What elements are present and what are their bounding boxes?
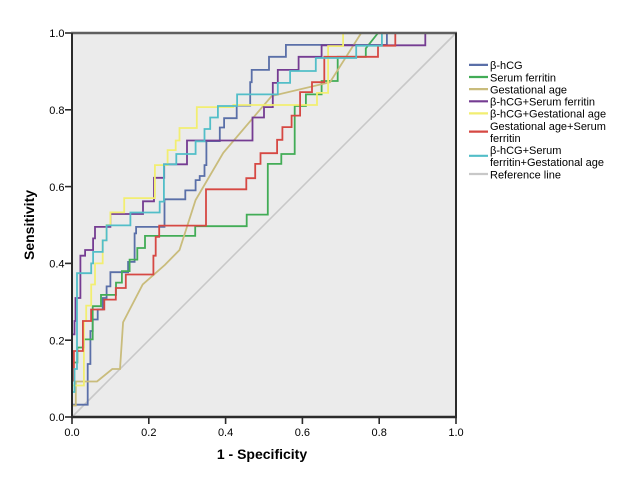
svg-text:0.4: 0.4 [49,259,64,271]
svg-text:0.4: 0.4 [218,427,233,439]
svg-text:β-hCG+Gestational age: β-hCG+Gestational age [490,109,606,121]
svg-text:0.0: 0.0 [64,427,79,439]
svg-text:0.2: 0.2 [49,335,64,347]
svg-text:1.0: 1.0 [448,427,463,439]
svg-text:0.0: 0.0 [49,412,64,424]
svg-text:Gestational age+Serum: Gestational age+Serum [490,121,606,133]
svg-text:1.0: 1.0 [49,28,64,40]
svg-text:0.8: 0.8 [372,427,387,439]
svg-text:0.6: 0.6 [295,427,310,439]
svg-text:0.8: 0.8 [49,105,64,117]
svg-text:Sensitivity: Sensitivity [21,190,37,260]
svg-text:β-hCG+Serum ferritin: β-hCG+Serum ferritin [490,97,595,109]
svg-text:0.6: 0.6 [49,182,64,194]
svg-text:Serum ferritin: Serum ferritin [490,72,556,84]
svg-text:Gestational age: Gestational age [490,84,567,96]
svg-text:0.2: 0.2 [141,427,156,439]
svg-text:ferritin: ferritin [490,133,521,145]
svg-text:ferritin+Gestational age: ferritin+Gestational age [490,157,604,169]
svg-text:Reference line: Reference line [490,169,561,181]
svg-text:1 - Specificity: 1 - Specificity [217,446,307,462]
svg-text:β-hCG: β-hCG [490,60,523,72]
svg-text:β-hCG+Serum: β-hCG+Serum [490,145,561,157]
